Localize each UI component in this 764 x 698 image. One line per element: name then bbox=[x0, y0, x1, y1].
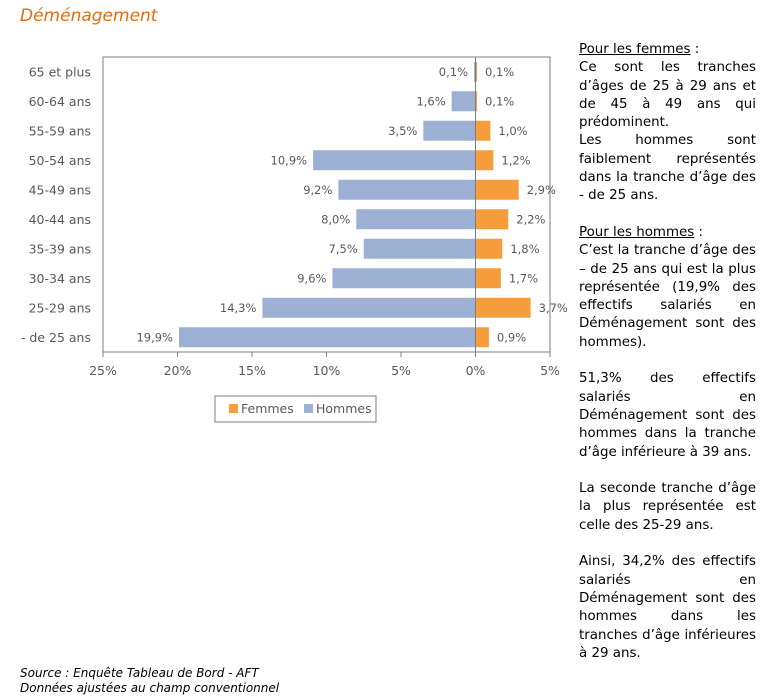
data-label-femmes: 1,2% bbox=[501, 153, 530, 167]
bar-femmes bbox=[475, 91, 477, 112]
men-section: Pour les hommes : C’est la tranche d’âge… bbox=[579, 224, 756, 352]
bar-hommes bbox=[423, 120, 476, 141]
bar-femmes bbox=[475, 179, 519, 200]
legend-label-hommes: Hommes bbox=[316, 401, 372, 416]
bar-hommes bbox=[356, 209, 476, 230]
data-label-femmes: 0,1% bbox=[485, 94, 514, 108]
y-tick-label: 25-29 ans bbox=[29, 300, 91, 315]
data-label-hommes: 0,1% bbox=[439, 65, 468, 79]
data-label-hommes: 3,5% bbox=[388, 124, 417, 138]
legend-swatch-hommes bbox=[304, 404, 313, 413]
data-label-femmes: 0,1% bbox=[485, 65, 514, 79]
bar-hommes bbox=[363, 238, 476, 259]
women-paragraph-1: Ce sont les tranches d’âges de 25 à 29 a… bbox=[579, 60, 756, 131]
y-tick-label: 55-59 ans bbox=[29, 123, 91, 138]
x-tick-label: 5% bbox=[391, 363, 411, 378]
data-label-femmes: 2,9% bbox=[527, 183, 556, 197]
women-heading-suffix: : bbox=[690, 42, 700, 57]
source-note: Source : Enquête Tableau de Bord - AFT D… bbox=[20, 666, 279, 696]
bar-hommes bbox=[313, 150, 476, 171]
data-label-femmes: 0,9% bbox=[497, 330, 526, 344]
bar-hommes bbox=[474, 61, 476, 82]
chart-title: Déménagement bbox=[20, 6, 158, 26]
x-tick-label: 25% bbox=[89, 363, 117, 378]
paragraph-3: 51,3% des effectifs salariés en Déménage… bbox=[579, 371, 756, 460]
data-label-femmes: 1,8% bbox=[510, 242, 539, 256]
y-tick-label: 60-64 ans bbox=[29, 94, 91, 109]
men-paragraph-1: C’est la tranche d’âge des – de 25 ans q… bbox=[579, 243, 756, 350]
source-line-1: Source : Enquête Tableau de Bord - AFT bbox=[20, 666, 259, 680]
y-tick-label: 30-34 ans bbox=[29, 271, 91, 286]
bar-femmes bbox=[475, 209, 509, 230]
data-label-hommes: 19,9% bbox=[136, 330, 173, 344]
x-tick-label: 20% bbox=[164, 363, 192, 378]
women-heading: Pour les femmes bbox=[579, 42, 691, 57]
data-label-femmes: 2,2% bbox=[516, 212, 545, 226]
data-label-hommes: 7,5% bbox=[329, 242, 358, 256]
bar-hommes bbox=[178, 327, 476, 348]
y-tick-label: 45-49 ans bbox=[29, 182, 91, 197]
women-section: Pour les femmes : Ce sont les tranches d… bbox=[579, 41, 756, 206]
bar-femmes bbox=[475, 120, 491, 141]
x-tick-label: 0% bbox=[466, 363, 486, 378]
source-line-2: Données ajustées au champ conventionnel bbox=[20, 681, 280, 695]
men-heading-suffix: : bbox=[694, 224, 703, 240]
y-tick-label: 50-54 ans bbox=[29, 153, 91, 168]
bar-hommes bbox=[451, 91, 476, 112]
y-tick-label: 35-39 ans bbox=[29, 241, 91, 256]
bar-femmes bbox=[475, 238, 503, 259]
commentary: Pour les femmes : Ce sont les tranches d… bbox=[579, 41, 756, 681]
bar-femmes bbox=[475, 327, 489, 348]
data-label-femmes: 3,7% bbox=[539, 301, 568, 315]
data-label-femmes: 1,7% bbox=[509, 271, 538, 285]
bar-hommes bbox=[262, 297, 476, 318]
x-tick-label: 15% bbox=[238, 363, 266, 378]
paragraph-4: La seconde tranche d’âge la plus représe… bbox=[579, 481, 756, 533]
bar-femmes bbox=[475, 297, 531, 318]
data-label-hommes: 14,3% bbox=[220, 301, 257, 315]
x-tick-label: 5% bbox=[540, 363, 560, 378]
y-tick-label: 40-44 ans bbox=[29, 212, 91, 227]
data-label-hommes: 1,6% bbox=[416, 94, 445, 108]
legend-label-femmes: Femmes bbox=[241, 401, 294, 416]
legend bbox=[214, 395, 377, 423]
women-paragraph-2: Les hommes sont faiblement représentés d… bbox=[579, 133, 756, 204]
y-tick-label: 65 et plus bbox=[29, 64, 91, 79]
data-label-hommes: 9,6% bbox=[297, 271, 326, 285]
x-tick-label: 10% bbox=[313, 363, 341, 378]
data-label-hommes: 8,0% bbox=[321, 212, 350, 226]
bar-femmes bbox=[475, 61, 477, 82]
bar-hommes bbox=[332, 268, 476, 289]
men-heading: Pour les hommes bbox=[579, 224, 695, 240]
legend-swatch-femmes bbox=[229, 404, 238, 413]
data-label-hommes: 10,9% bbox=[271, 153, 308, 167]
bar-femmes bbox=[475, 268, 501, 289]
y-tick-label: - de 25 ans bbox=[21, 330, 91, 345]
bar-hommes bbox=[338, 179, 476, 200]
pyramid-chart: 65 et plus 0,1% 0,1% 60-64 ans 1,6% 0,1% 55-59… bbox=[21, 56, 568, 423]
data-label-femmes: 1,0% bbox=[498, 124, 527, 138]
paragraph-5: Ainsi, 34,2% des effectifs salariés en D… bbox=[579, 554, 756, 661]
bar-femmes bbox=[475, 150, 494, 171]
data-label-hommes: 9,2% bbox=[303, 183, 332, 197]
